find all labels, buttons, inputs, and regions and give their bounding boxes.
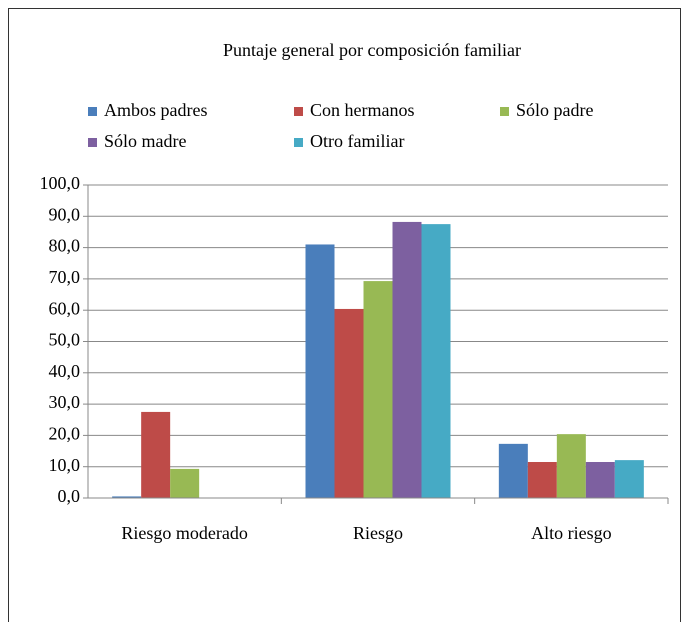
bar bbox=[585, 462, 615, 498]
y-tick-label: 80,0 bbox=[49, 236, 81, 256]
bar bbox=[392, 221, 422, 498]
x-tick-label: Riesgo moderado bbox=[121, 523, 247, 543]
y-tick-label: 0,0 bbox=[58, 486, 81, 506]
bar bbox=[556, 434, 586, 498]
legend-label: Sólo padre bbox=[516, 100, 593, 120]
bar bbox=[527, 462, 557, 498]
legend-label: Ambos padres bbox=[104, 100, 207, 120]
bar bbox=[305, 244, 335, 498]
bar bbox=[421, 224, 451, 498]
bar bbox=[334, 308, 364, 498]
bar bbox=[363, 281, 393, 498]
y-tick-label: 70,0 bbox=[49, 267, 81, 287]
legend-label: Sólo madre bbox=[104, 131, 187, 151]
y-tick-label: 10,0 bbox=[49, 455, 81, 475]
chart-frame bbox=[8, 8, 681, 622]
y-tick-label: 20,0 bbox=[49, 424, 81, 444]
y-tick-label: 30,0 bbox=[49, 392, 81, 412]
y-tick-label: 100,0 bbox=[40, 173, 81, 193]
legend-swatch bbox=[88, 138, 97, 147]
x-tick-label: Alto riesgo bbox=[531, 523, 612, 543]
legend-swatch bbox=[294, 107, 303, 116]
y-tick-label: 90,0 bbox=[49, 204, 81, 224]
bar bbox=[170, 468, 200, 498]
y-tick-label: 40,0 bbox=[49, 361, 81, 381]
bar bbox=[141, 411, 171, 498]
legend-swatch bbox=[500, 107, 509, 116]
legend-label: Otro familiar bbox=[310, 131, 404, 151]
y-tick-label: 50,0 bbox=[49, 330, 81, 350]
legend-label: Con hermanos bbox=[310, 100, 414, 120]
legend-swatch bbox=[88, 107, 97, 116]
legend-swatch bbox=[294, 138, 303, 147]
bar bbox=[498, 443, 528, 498]
chart-title: Puntaje general por composición familiar bbox=[223, 40, 521, 60]
y-tick-label: 60,0 bbox=[49, 298, 81, 318]
x-tick-label: Riesgo bbox=[353, 523, 403, 543]
bar bbox=[614, 460, 644, 498]
bar bbox=[112, 496, 142, 498]
